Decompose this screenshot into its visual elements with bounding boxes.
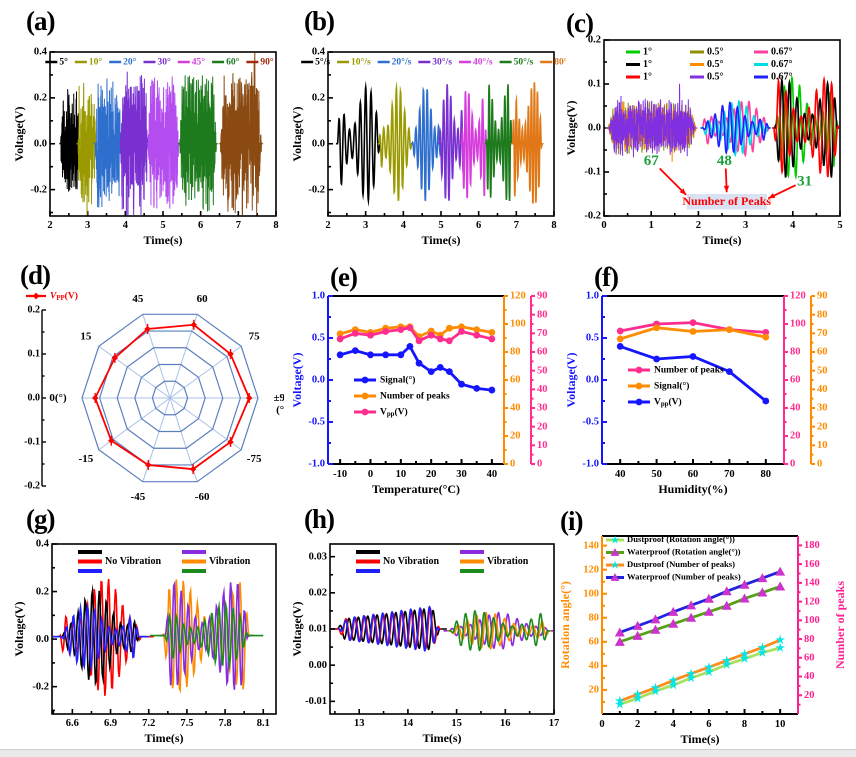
panel-e: (e) [290,256,570,504]
panel-a: (a) [12,6,288,252]
panel-d: (d) [12,256,284,504]
panel-h: (h) [290,504,566,750]
chart-a-canvas [12,6,288,252]
panel-letter-b: (b) [304,6,335,36]
panel-c: (c) [564,6,850,252]
panel-letter-c: (c) [566,8,594,38]
panel-letter-i: (i) [560,506,584,536]
chart-g-canvas [12,504,288,750]
panel-letter-a: (a) [26,6,56,36]
panel-letter-e: (e) [330,262,358,292]
panel-letter-h: (h) [304,504,335,534]
chart-d-canvas [12,256,284,504]
panel-f: (f) [564,256,850,504]
page-bottom-strip [0,749,856,757]
panel-letter-g: (g) [26,504,56,534]
chart-f-canvas [564,256,850,504]
chart-c-canvas [564,6,850,252]
panel-b: (b) [290,6,566,252]
chart-i-canvas [558,504,850,750]
panel-i: (i) [558,504,850,750]
chart-b-canvas [290,6,566,252]
chart-h-canvas [290,504,566,750]
chart-e-canvas [290,256,570,504]
panel-letter-d: (d) [20,260,51,290]
panel-g: (g) [12,504,288,750]
panel-letter-f: (f) [594,262,619,292]
